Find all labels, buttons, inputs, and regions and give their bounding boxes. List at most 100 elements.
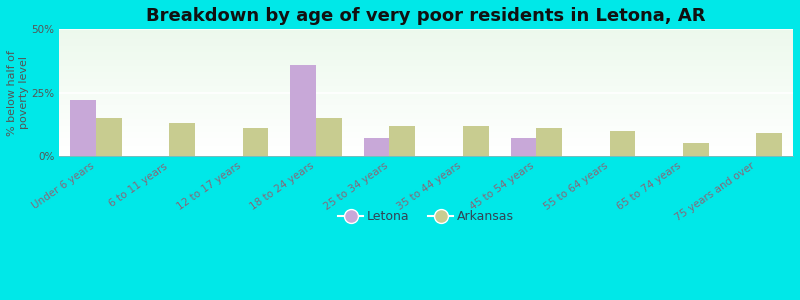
Bar	[59, 100, 793, 102]
Bar	[59, 138, 793, 140]
Bar	[59, 114, 793, 116]
Bar	[59, 76, 793, 77]
Bar	[59, 69, 793, 70]
Bar	[59, 90, 793, 92]
Bar	[59, 84, 793, 85]
Bar	[59, 77, 793, 79]
Bar	[59, 52, 793, 53]
Bar	[510, 138, 536, 156]
Bar	[59, 146, 793, 147]
Bar	[59, 43, 793, 44]
Bar	[59, 41, 793, 42]
Bar	[59, 121, 793, 122]
Bar	[59, 131, 793, 132]
Bar	[59, 94, 793, 95]
Bar	[59, 145, 793, 146]
Bar	[59, 148, 793, 150]
Bar	[59, 58, 793, 60]
Bar	[59, 42, 793, 43]
Bar	[59, 123, 793, 124]
Bar	[59, 108, 793, 109]
Bar	[59, 55, 793, 56]
Bar	[59, 136, 793, 137]
Bar	[242, 128, 269, 156]
Y-axis label: % below half of
poverty level: % below half of poverty level	[7, 50, 29, 136]
Bar	[59, 86, 793, 88]
Bar	[59, 93, 793, 94]
Bar	[59, 70, 793, 71]
Bar	[59, 103, 793, 104]
Bar	[59, 39, 793, 41]
Bar	[59, 150, 793, 151]
Bar	[59, 122, 793, 123]
Bar	[59, 89, 793, 90]
Bar	[536, 128, 562, 156]
Bar	[59, 152, 793, 154]
Bar	[59, 133, 793, 134]
Bar	[59, 82, 793, 84]
Bar	[59, 79, 793, 80]
Bar	[59, 112, 793, 113]
Bar	[59, 88, 793, 89]
Bar	[59, 80, 793, 81]
Bar	[59, 105, 793, 106]
Bar	[59, 119, 793, 121]
Bar	[59, 110, 793, 112]
Bar	[59, 81, 793, 83]
Bar	[463, 126, 489, 156]
Bar	[59, 128, 793, 130]
Bar	[59, 46, 793, 47]
Bar	[756, 133, 782, 156]
Bar	[59, 53, 793, 55]
Bar	[59, 109, 793, 110]
Bar	[59, 130, 793, 131]
Bar	[59, 38, 793, 39]
Bar	[70, 100, 96, 156]
Bar	[59, 142, 793, 143]
Bar	[59, 34, 793, 36]
Bar	[59, 151, 793, 152]
Bar	[59, 44, 793, 46]
Bar	[59, 60, 793, 61]
Bar	[59, 140, 793, 141]
Bar	[59, 104, 793, 105]
Bar	[59, 33, 793, 34]
Bar	[59, 97, 793, 98]
Bar	[59, 117, 793, 118]
Bar	[59, 67, 793, 69]
Bar	[59, 85, 793, 86]
Bar	[59, 75, 793, 76]
Bar	[610, 131, 635, 156]
Bar	[59, 137, 793, 138]
Bar	[59, 124, 793, 126]
Bar	[59, 65, 793, 66]
Bar	[59, 134, 793, 136]
Bar	[59, 127, 793, 128]
Bar	[59, 29, 793, 31]
Bar	[316, 118, 342, 156]
Bar	[59, 141, 793, 142]
Bar	[59, 147, 793, 148]
Bar	[59, 48, 793, 50]
Bar	[59, 37, 793, 38]
Title: Breakdown by age of very poor residents in Letona, AR: Breakdown by age of very poor residents …	[146, 7, 706, 25]
Bar	[59, 99, 793, 100]
Bar	[290, 65, 316, 156]
Bar	[59, 74, 793, 75]
Bar	[59, 118, 793, 119]
Bar	[59, 66, 793, 67]
Bar	[59, 72, 793, 74]
Bar	[59, 64, 793, 65]
Bar	[59, 71, 793, 72]
Bar	[59, 95, 793, 97]
Bar	[59, 62, 793, 64]
Bar	[59, 116, 793, 117]
Bar	[59, 154, 793, 155]
Bar	[59, 113, 793, 114]
Bar	[59, 32, 793, 33]
Bar	[59, 47, 793, 48]
Bar	[59, 106, 793, 108]
Bar	[59, 102, 793, 103]
Bar	[59, 61, 793, 62]
Bar	[96, 118, 122, 156]
